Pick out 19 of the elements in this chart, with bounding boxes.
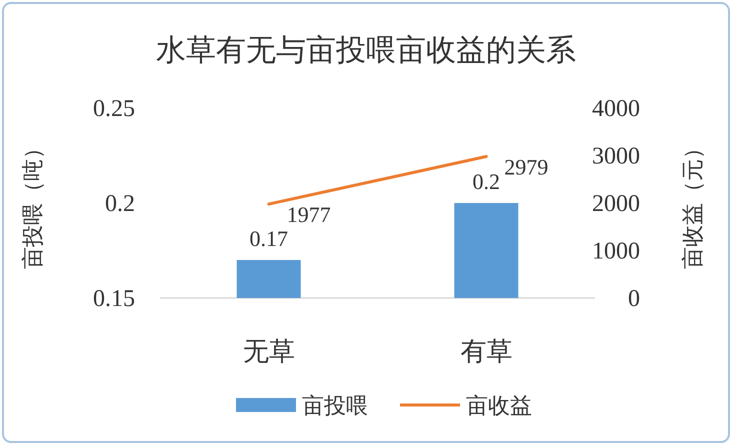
y2-tick-label: 1000: [592, 238, 640, 264]
legend-label: 亩投喂: [302, 394, 368, 419]
x-tick-label: 有草: [460, 337, 512, 367]
data-label: 0.17: [250, 226, 288, 251]
data-label: 2979: [504, 154, 548, 180]
y2-tick-label: 3000: [592, 144, 640, 170]
y2-tick-label: 2000: [592, 191, 640, 217]
y2-axis-title: 亩收益（元）: [681, 137, 706, 269]
legend-label: 亩收益: [466, 394, 532, 419]
y-tick-label: 0.2: [105, 191, 135, 217]
y-tick-label: 0.25: [93, 96, 135, 122]
y2-tick-label: 0: [628, 286, 640, 312]
data-label: 0.2: [472, 169, 500, 194]
y2-tick-label: 4000: [592, 96, 640, 122]
x-tick-label: 无草: [242, 337, 295, 367]
y-axis-title: 亩投喂（吨）: [21, 137, 46, 269]
data-label: 1977: [286, 202, 331, 228]
y-tick-label: 0.15: [93, 286, 135, 312]
chart-title: 水草有无与亩投喂亩收益的关系: [156, 33, 576, 68]
